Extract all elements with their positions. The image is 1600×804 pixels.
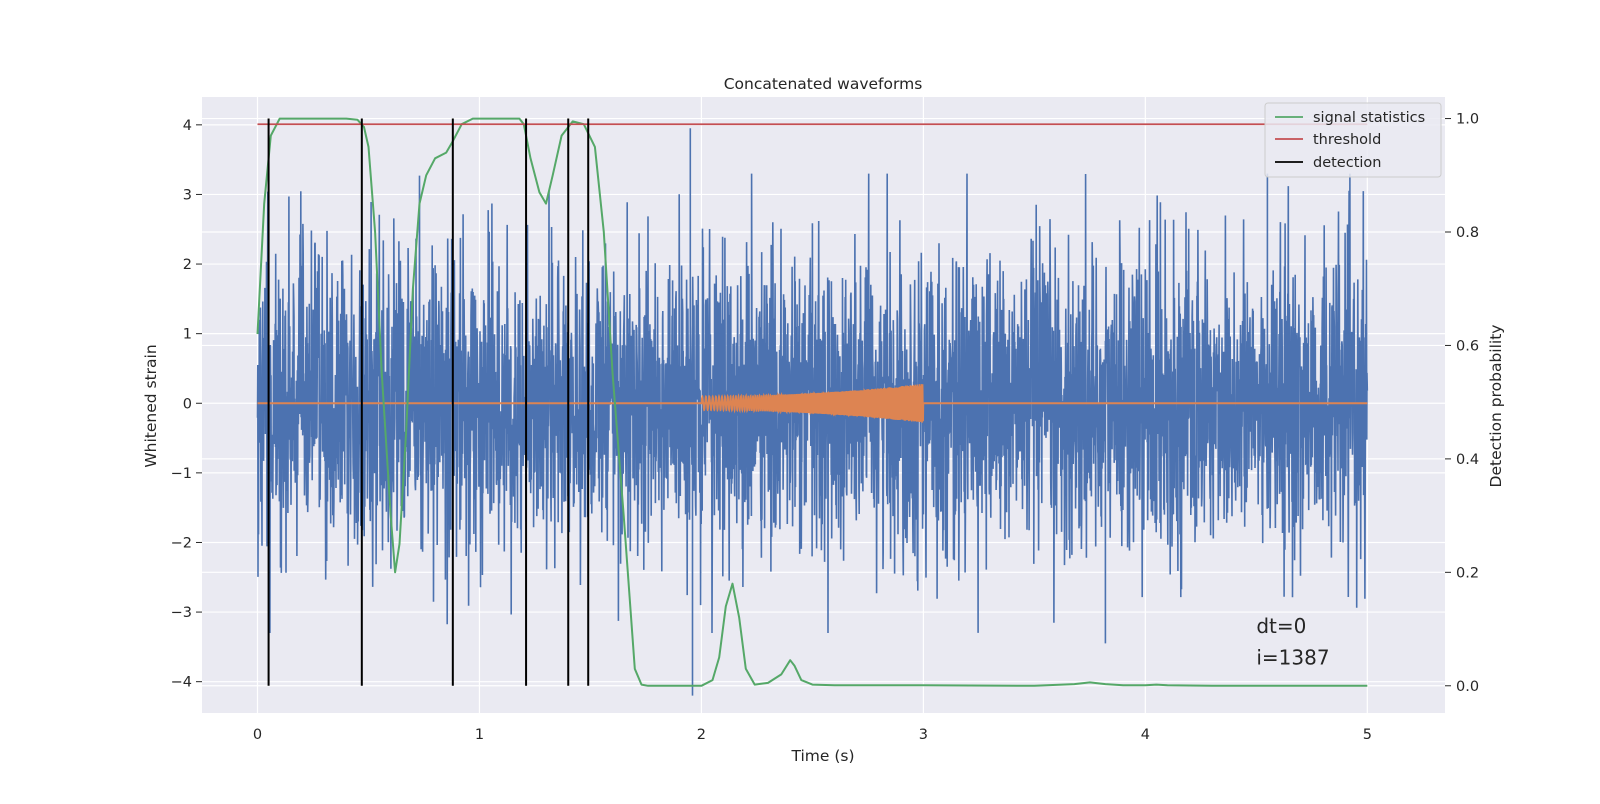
y2-ticks: 1.0 0.8 0.6 0.4 0.2 0.0 xyxy=(1445,112,1479,695)
y-tick-label: −1 xyxy=(171,466,192,482)
legend-box xyxy=(1264,102,1442,178)
y2-axis-label: Detection probability xyxy=(1487,325,1505,488)
annotation-index: i=1387 xyxy=(1256,645,1329,669)
x-tick-label: 2 xyxy=(697,727,706,743)
x-axis-label: Time (s) xyxy=(790,747,854,765)
legend-label-signal-statistics: signal statistics xyxy=(1313,110,1425,126)
waveform-series xyxy=(257,384,1368,423)
x-tick-label: 4 xyxy=(1141,727,1150,743)
y-tick-label: 1 xyxy=(183,327,192,343)
x-tick-label: 1 xyxy=(475,727,484,743)
y2-tick-label: 0.8 xyxy=(1456,225,1479,241)
legend-label-detection: detection xyxy=(1313,155,1381,171)
y-tick-label: 3 xyxy=(183,187,192,203)
y-tick-label: 2 xyxy=(183,257,192,273)
y-tick-label: −3 xyxy=(171,605,192,621)
chart-title: Concatenated waveforms xyxy=(724,75,923,93)
x-ticks: 0 1 2 3 4 5 xyxy=(253,727,1372,743)
signal-statistics-series xyxy=(256,117,1368,687)
y2-tick-label: 0.6 xyxy=(1456,338,1479,354)
signal-statistics-line xyxy=(256,117,1368,687)
y2-tick-label: 0.2 xyxy=(1456,565,1479,581)
y-tick-label: −4 xyxy=(171,675,192,691)
x-tick-label: 0 xyxy=(253,727,262,743)
y-tick-label: −2 xyxy=(171,535,192,551)
y-axis-label: Whitened strain xyxy=(142,344,160,467)
y-ticks: 4 3 2 1 0 −1 −2 −3 −4 xyxy=(171,118,202,691)
waveform-chirp xyxy=(700,384,925,423)
annotation-dt: dt=0 xyxy=(1256,614,1306,638)
y-tick-label: 4 xyxy=(183,118,192,134)
y2-tick-label: 0.4 xyxy=(1456,452,1479,468)
strain-line xyxy=(256,128,1369,696)
legend-label-threshold: threshold xyxy=(1313,132,1381,148)
x-tick-label: 5 xyxy=(1363,727,1372,743)
y2-tick-label: 1.0 xyxy=(1456,112,1479,128)
x-tick-label: 3 xyxy=(919,727,928,743)
legend: signal statistics threshold detection xyxy=(1264,102,1442,178)
strain-series xyxy=(256,128,1369,696)
detection-lines xyxy=(267,118,590,686)
y-tick-label: 0 xyxy=(183,396,192,412)
y2-tick-label: 0.0 xyxy=(1456,679,1479,695)
